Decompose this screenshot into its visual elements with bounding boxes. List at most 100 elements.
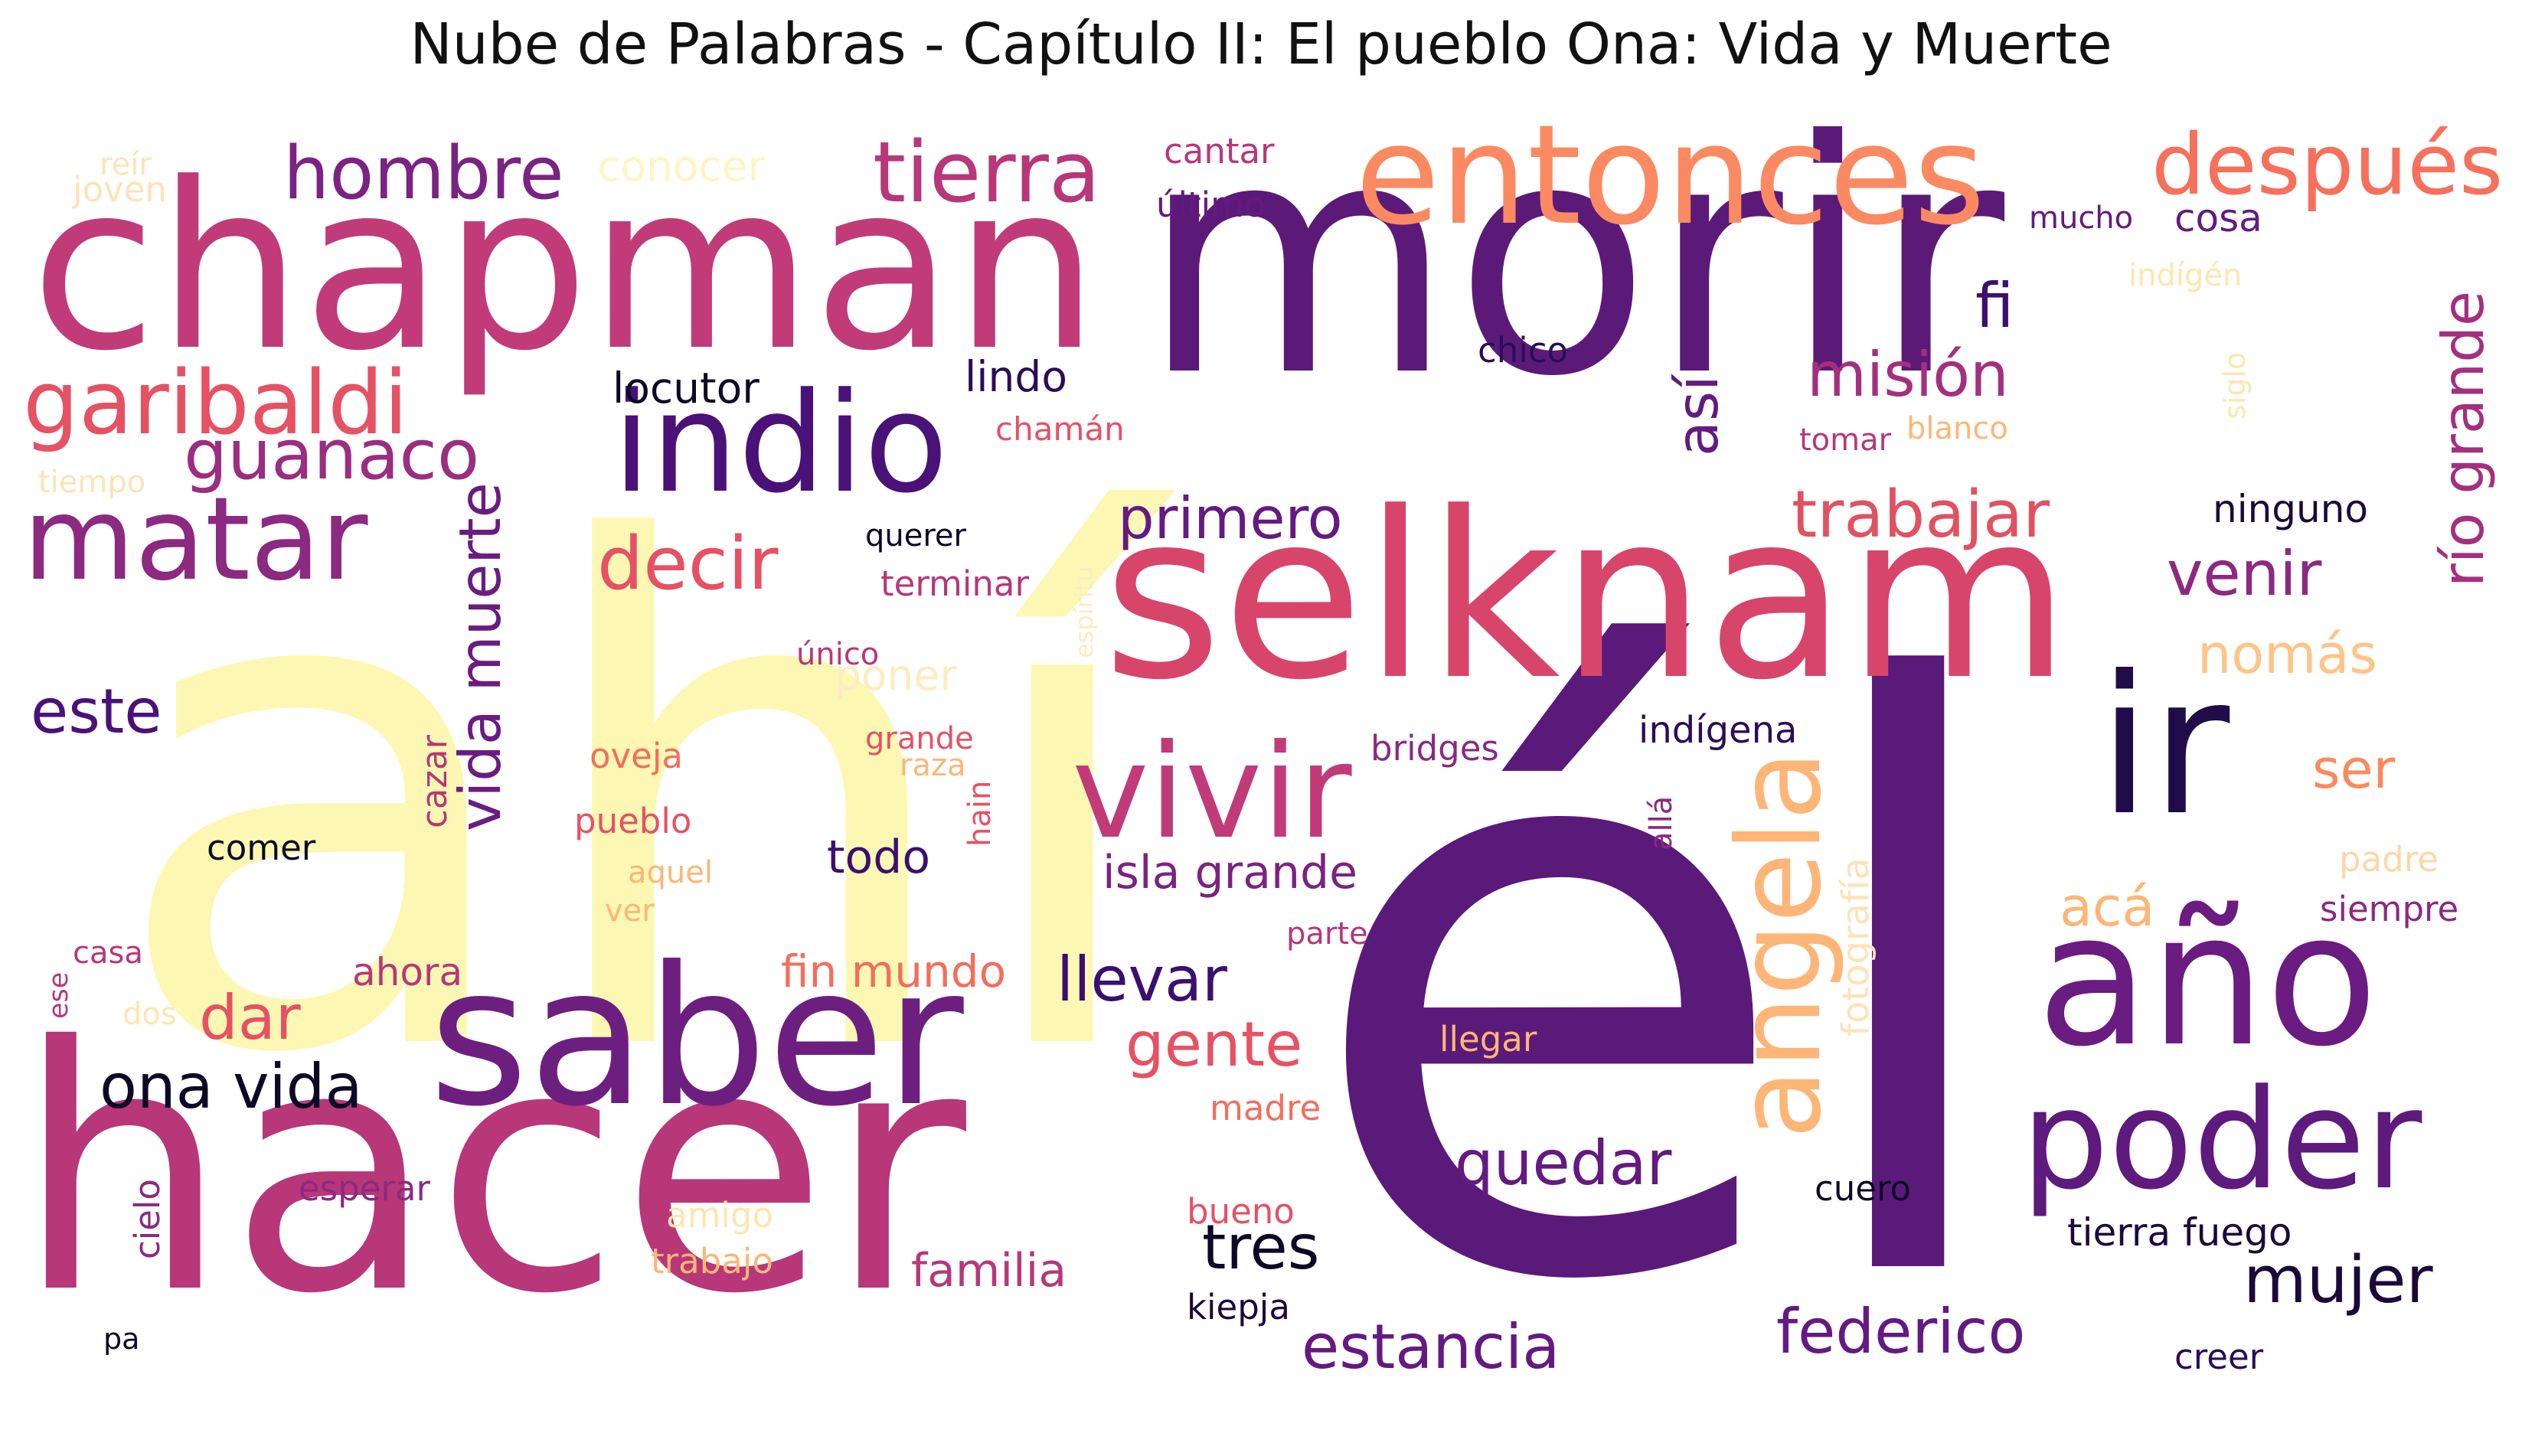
word-guanaco: guanaco — [184, 415, 480, 495]
word-lindo: lindo — [965, 352, 1067, 401]
word-ahi: ahí — [107, 403, 1158, 1204]
word-matar: matar — [23, 473, 368, 606]
word-espiritu: espíritu — [1070, 566, 1099, 658]
word-decir: decir — [597, 522, 779, 606]
word-pueblo: pueblo — [574, 801, 692, 841]
word-padre: padre — [2339, 839, 2439, 880]
word-esperar: esperar — [299, 1168, 430, 1209]
word-fi: fi — [1975, 270, 2014, 341]
word-aquel: aquel — [628, 855, 713, 890]
word-trabajo: trabajo — [651, 1241, 773, 1281]
word-el: él — [1302, 520, 2020, 1456]
word-indigen: indígén — [2128, 258, 2243, 293]
word-kiepja: kiepja — [1187, 1287, 1290, 1327]
word-ano: año — [2037, 873, 2379, 1087]
word-selknam: selknam — [1103, 463, 2071, 730]
word-ese: ese — [44, 971, 74, 1019]
word-cantar: cantar — [1164, 131, 1275, 171]
word-cazar: cazar — [414, 734, 455, 828]
word-poner: poner — [835, 651, 957, 700]
word-alla: allá — [1644, 795, 1679, 850]
word-quedar: quedar — [1455, 1128, 1672, 1199]
word-llevar: llevar — [1057, 944, 1227, 1015]
word-querer: querer — [865, 518, 966, 553]
word-gente: gente — [1125, 1009, 1303, 1080]
word-parte: parte — [1286, 916, 1368, 952]
word-conocer: conocer — [597, 142, 766, 191]
word-venir: venir — [2167, 538, 2322, 609]
word-tierra: tierra — [873, 123, 1101, 221]
word-familia: familia — [911, 1244, 1067, 1298]
word-locutor: locutor — [613, 364, 760, 413]
word-grande: grande — [865, 721, 974, 756]
word-chico: chico — [1478, 330, 1569, 371]
word-amigo: amigo — [666, 1195, 774, 1236]
word-despues: después — [2151, 116, 2504, 214]
word-creer: creer — [2174, 1337, 2264, 1377]
word-cuero: cuero — [1815, 1168, 1911, 1209]
word-indio: indio — [613, 364, 949, 524]
word-asi: así — [1664, 375, 1731, 456]
word-estancia: estancia — [1302, 1311, 1560, 1383]
word-rio-grande: río grande — [2429, 290, 2497, 587]
word-ahora: ahora — [352, 950, 463, 994]
word-siglo: siglo — [2218, 351, 2252, 419]
word-garibaldi: garibaldi — [23, 352, 409, 455]
word-angela: angela — [1713, 749, 1847, 1139]
word-unico: único — [796, 637, 880, 672]
word-poder: poder — [2021, 1060, 2422, 1220]
word-entonces: entonces — [1355, 96, 1986, 256]
word-madre: madre — [1210, 1088, 1321, 1128]
word-vivir: vivir — [1072, 717, 1352, 868]
word-todo: todo — [827, 831, 931, 884]
word-dos: dos — [123, 997, 177, 1032]
word-mujer: mujer — [2243, 1242, 2433, 1318]
word-indigena: indígena — [1638, 709, 1798, 752]
word-ona-vida: ona vida — [100, 1051, 363, 1122]
word-bueno: bueno — [1187, 1191, 1295, 1232]
word-vida-muerte: vida muerte — [446, 482, 514, 831]
word-aca: acá — [2060, 876, 2155, 939]
word-siempre: siempre — [2320, 889, 2459, 929]
word-oveja: oveja — [590, 736, 683, 776]
word-tomar: tomar — [1799, 423, 1892, 458]
word-mision: misión — [1807, 339, 2009, 410]
word-morir: morir — [1141, 73, 2005, 447]
word-fotografia: fotografía — [1834, 857, 1877, 1037]
word-reir: reír — [100, 147, 152, 182]
word-terminar: terminar — [880, 563, 1029, 604]
word-bridges: bridges — [1370, 728, 1499, 769]
chart-title: Nube de Palabras - Capítulo II: El puebl… — [410, 11, 2112, 77]
word-tiempo: tiempo — [38, 465, 146, 500]
word-este: este — [31, 676, 162, 747]
word-casa: casa — [73, 935, 143, 971]
word-ir: ir — [2098, 635, 2230, 857]
word-cosa: cosa — [2174, 196, 2262, 240]
word-saber: saber — [429, 926, 964, 1148]
word-cielo: cielo — [127, 1179, 168, 1259]
word-hain: hain — [962, 780, 998, 847]
word-nomas: nomás — [2197, 623, 2377, 686]
word-ver: ver — [605, 893, 655, 929]
word-hombre: hombre — [283, 132, 564, 216]
word-chaman: chamán — [995, 410, 1125, 448]
word-federico: federico — [1776, 1296, 2026, 1367]
word-ser: ser — [2312, 738, 2396, 801]
word-joven: joven — [73, 169, 167, 210]
word-cloud: ahí él morir hacer chapman selknam saber ir año e… — [15, 73, 2504, 1456]
word-llegar: llegar — [1439, 1019, 1537, 1059]
word-tierra-fuego: tierra fuego — [2067, 1210, 2292, 1255]
word-isla-grande: isla grande — [1103, 846, 1357, 899]
word-hacer: hacer — [15, 975, 967, 1367]
word-raza: raza — [900, 748, 966, 783]
word-primero: primero — [1118, 485, 1343, 552]
word-trabajar: trabajar — [1792, 477, 2050, 553]
word-dar: dar — [199, 982, 301, 1053]
word-mucho: mucho — [2029, 201, 2134, 236]
word-ninguno: ninguno — [2213, 487, 2368, 531]
word-ultimo: último — [1156, 184, 1266, 225]
word-tres: tres — [1202, 1212, 1320, 1283]
word-blanco: blanco — [1906, 411, 2008, 446]
word-fin-mundo: fin mundo — [781, 945, 1007, 997]
word-pa: pa — [103, 1322, 140, 1356]
